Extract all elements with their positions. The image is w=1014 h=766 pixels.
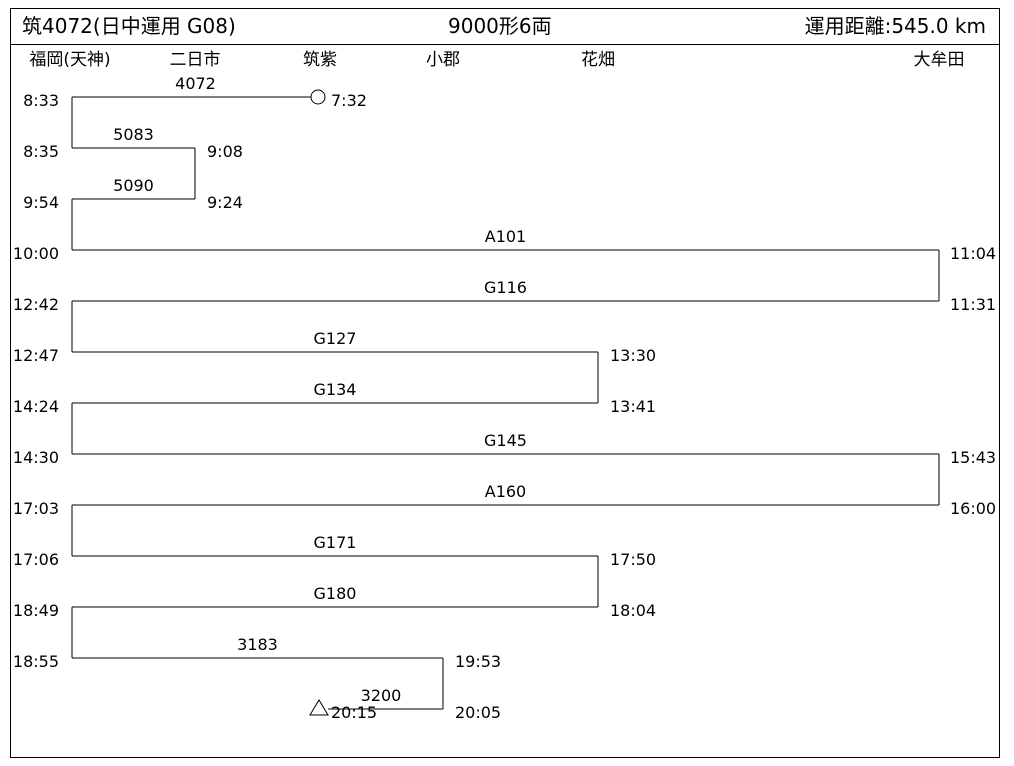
header-divider [10, 44, 1000, 45]
time-label: 8:35 [23, 142, 59, 161]
time-label: 19:53 [455, 652, 501, 671]
train-number: G145 [484, 431, 527, 450]
operation-distance: 運用距離:545.0 km [804, 14, 986, 38]
station-omuta: 大牟田 [913, 50, 965, 70]
station-futsukaichi: 二日市 [169, 50, 221, 70]
time-label: 18:04 [610, 601, 656, 620]
train-number: G180 [314, 584, 357, 603]
train-number: G171 [314, 533, 357, 552]
time-label: 20:05 [455, 703, 501, 722]
train-number: 4072 [175, 74, 216, 93]
diagram-frame [10, 8, 1000, 758]
time-label: 13:41 [610, 397, 656, 416]
time-label: 12:42 [13, 295, 59, 314]
time-label: 15:43 [950, 448, 996, 467]
train-number: 3200 [361, 686, 402, 705]
time-label: 14:30 [13, 448, 59, 467]
train-number: A160 [485, 482, 526, 501]
time-label: 12:47 [13, 346, 59, 365]
operation-title: 筑4072(日中運用 G08) [22, 14, 236, 38]
train-number: 5083 [113, 125, 154, 144]
station-fukuoka-tenjin: 福岡(天神) [29, 50, 111, 70]
train-number: G116 [484, 278, 527, 297]
time-label: 18:55 [13, 652, 59, 671]
train-number: G127 [314, 329, 357, 348]
time-label: 16:00 [950, 499, 996, 518]
time-label: 11:31 [950, 295, 996, 314]
train-number: G134 [314, 380, 357, 399]
time-label: 9:54 [23, 193, 59, 212]
time-label: 13:30 [610, 346, 656, 365]
time-label: 18:49 [13, 601, 59, 620]
time-label: 17:03 [13, 499, 59, 518]
station-ogori: 小郡 [426, 50, 460, 70]
station-hanabatake: 花畑 [581, 50, 615, 70]
time-label: 20:15 [331, 703, 377, 722]
train-formation: 9000形6両 [448, 14, 552, 38]
time-label: 9:08 [207, 142, 243, 161]
end-triangle-icon [309, 699, 329, 716]
time-label: 7:32 [331, 91, 367, 110]
time-label: 11:04 [950, 244, 996, 263]
time-label: 9:24 [207, 193, 243, 212]
train-number: 5090 [113, 176, 154, 195]
train-number: A101 [485, 227, 526, 246]
station-chikushi: 筑紫 [303, 50, 337, 70]
time-label: 17:50 [610, 550, 656, 569]
time-label: 14:24 [13, 397, 59, 416]
time-label: 10:00 [13, 244, 59, 263]
start-circle-icon [310, 89, 326, 105]
train-number: 3183 [237, 635, 278, 654]
time-label: 17:06 [13, 550, 59, 569]
time-label: 8:33 [23, 91, 59, 110]
